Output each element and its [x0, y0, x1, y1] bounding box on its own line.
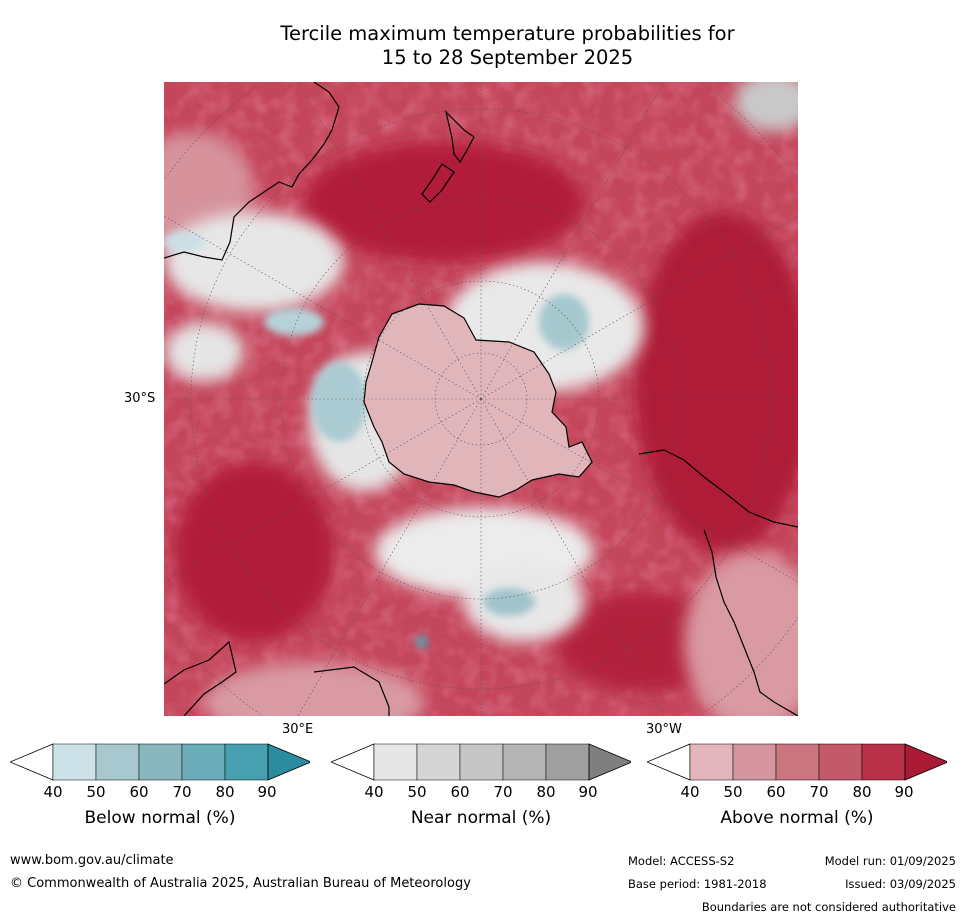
- above-tick: 70: [809, 783, 829, 801]
- longitude-label-west: 30°W: [646, 722, 682, 737]
- above-tick: 50: [723, 783, 743, 801]
- light-above-zones: [164, 132, 798, 716]
- colorbar-extend-high: [588, 743, 631, 781]
- colorbar-swatch: [138, 743, 183, 781]
- colorbar-extend-low: [647, 743, 691, 781]
- colorbar-swatch: [689, 743, 734, 781]
- model-text: Model: ACCESS-S2: [628, 854, 735, 868]
- colorbar-extend-low: [331, 743, 375, 781]
- colorbar-swatch: [502, 743, 547, 781]
- below-tick: 80: [215, 783, 235, 801]
- near-normal-label: Near normal (%): [410, 808, 552, 828]
- near-normal-swatches: [331, 743, 631, 781]
- africa-landmass: [164, 640, 237, 716]
- colorbar-swatch: [775, 743, 820, 781]
- near-tick: 80: [536, 783, 556, 801]
- near-normal-colorbar: [331, 742, 631, 782]
- below-tick: 40: [43, 783, 63, 801]
- map-canvas: [164, 82, 798, 716]
- antarctica-landmass: [363, 303, 593, 498]
- title-line-1: Tercile maximum temperature probabilitie…: [280, 22, 735, 45]
- above-tick: 80: [852, 783, 872, 801]
- above-tick: 40: [680, 783, 700, 801]
- title-line-2: 15 to 28 September 2025: [381, 46, 634, 69]
- south-america-landmass: [638, 449, 798, 716]
- colorbar-swatch: [416, 743, 461, 781]
- above-normal-label: Above normal (%): [720, 808, 874, 828]
- below-tick: 50: [86, 783, 106, 801]
- website-link[interactable]: www.bom.gov.au/climate: [10, 853, 174, 868]
- below-tick: 60: [129, 783, 149, 801]
- below-tick: 90: [257, 783, 277, 801]
- colorbar-swatch: [732, 743, 777, 781]
- model-run-text: Model run: 01/09/2025: [824, 854, 956, 868]
- near-tick: 60: [450, 783, 470, 801]
- near-tick: 90: [578, 783, 598, 801]
- base-period-text: Base period: 1981-2018: [628, 877, 767, 891]
- issued-text: Issued: 03/09/2025: [845, 877, 956, 891]
- above-normal-colorbar: [647, 742, 947, 782]
- near-tick: 70: [493, 783, 513, 801]
- above-tick: 60: [766, 783, 786, 801]
- above-normal-swatches: [647, 743, 947, 781]
- colorbar-swatch: [459, 743, 504, 781]
- below-normal-patches: [164, 232, 589, 648]
- above-tick: 90: [894, 783, 914, 801]
- colorbar-swatch: [545, 743, 590, 781]
- colorbar-swatch: [373, 743, 418, 781]
- colorbar-extend-high: [267, 743, 310, 781]
- boundaries-disclaimer: Boundaries are not considered authoritat…: [701, 900, 956, 914]
- below-tick: 70: [172, 783, 192, 801]
- near-tick: 40: [364, 783, 384, 801]
- graticule: [164, 82, 798, 716]
- latitude-label: 30°S: [124, 391, 156, 406]
- colorbar-extend-low: [10, 743, 54, 781]
- colorbar-swatch: [181, 743, 226, 781]
- colorbar-swatch: [224, 743, 269, 781]
- colorbar-swatch: [861, 743, 906, 781]
- chart-title: Tercile maximum temperature probabilitie…: [180, 22, 835, 70]
- new-zealand-landmass: [421, 110, 475, 203]
- madagascar-landmass: [313, 666, 390, 716]
- colorbar-swatch: [52, 743, 97, 781]
- australia-landmass: [164, 82, 340, 261]
- below-normal-label: Below normal (%): [84, 808, 236, 828]
- colorbar-swatch: [818, 743, 863, 781]
- longitude-label-east: 30°E: [282, 722, 314, 737]
- colorbar-swatch: [95, 743, 140, 781]
- near-tick: 50: [407, 783, 427, 801]
- colorbar-extend-high: [904, 743, 947, 781]
- below-normal-swatches: [10, 743, 310, 781]
- polar-map[interactable]: [164, 82, 798, 716]
- below-normal-colorbar: [10, 742, 310, 782]
- copyright-text: © Commonwealth of Australia 2025, Austra…: [10, 876, 471, 891]
